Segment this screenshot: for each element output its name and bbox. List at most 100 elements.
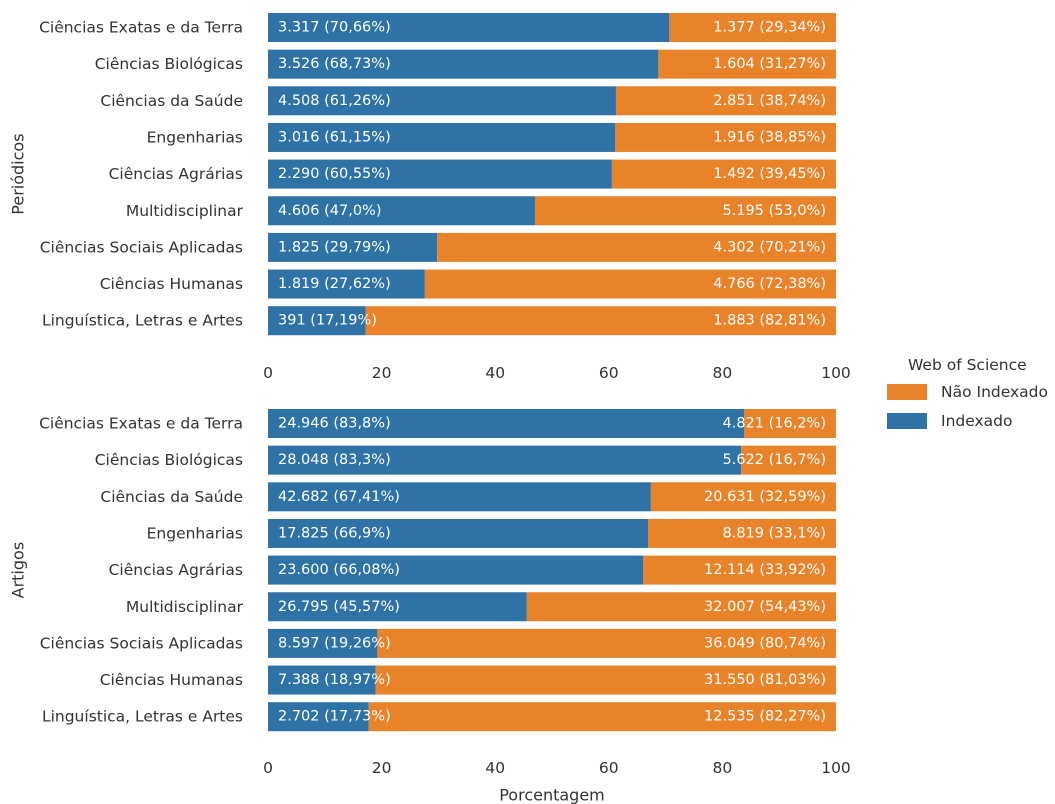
x-tick-label: 100	[821, 364, 851, 382]
data-label: 5.622 (16,7%)	[723, 452, 827, 468]
category-label: Ciências Biológicas	[95, 451, 243, 469]
y-axis-title: Artigos	[9, 542, 28, 599]
category-label: Ciências Agrárias	[109, 561, 243, 579]
bar-indexado	[268, 269, 425, 299]
x-tick-label: 80	[713, 759, 733, 777]
x-tick-label: 60	[599, 364, 619, 382]
bar-não-indexado	[424, 269, 836, 299]
category-label: Ciências Sociais Aplicadas	[40, 634, 243, 652]
bar-indexado	[268, 482, 651, 512]
bar-não-indexado	[377, 628, 836, 658]
data-label: 23.600 (66,08%)	[278, 562, 400, 578]
bar-indexado	[268, 232, 438, 262]
bar-indexado	[268, 665, 376, 695]
legend-swatch-não-indexado	[887, 384, 927, 400]
data-label: 31.550 (81,03%)	[704, 672, 826, 688]
legend: Web of Science Não Indexado Indexado	[887, 356, 1048, 430]
x-tick-label: 20	[372, 364, 392, 382]
data-label: 24.946 (83,8%)	[278, 416, 391, 432]
legend-label: Indexado	[941, 412, 1013, 430]
data-label: 36.049 (80,74%)	[704, 635, 826, 651]
data-label: 32.007 (54,43%)	[704, 599, 826, 615]
bar-não-indexado	[647, 518, 836, 548]
category-label: Ciências da Saúde	[100, 92, 243, 110]
x-tick-label: 0	[263, 364, 273, 382]
bar-indexado	[268, 196, 535, 226]
x-tick-label: 100	[821, 759, 851, 777]
data-label: 17.825 (66,9%)	[278, 525, 391, 541]
x-axis-title: Porcentagem	[499, 786, 605, 804]
data-label: 4.821 (16,2%)	[723, 416, 827, 432]
category-label: Ciências Exatas e da Terra	[39, 19, 243, 37]
data-label: 42.682 (67,41%)	[278, 489, 400, 505]
bar-não-indexado	[611, 159, 836, 189]
bar-não-indexado	[615, 86, 836, 116]
bar-não-indexado	[368, 702, 836, 732]
bar-não-indexado	[743, 409, 836, 438]
data-label: 8.597 (19,26%)	[278, 635, 391, 651]
category-label: Linguística, Letras e Artes	[42, 312, 243, 330]
bar-indexado	[268, 628, 378, 658]
data-label: 4.606 (47,0%)	[278, 203, 382, 219]
data-label: 391 (17,19%)	[278, 313, 377, 329]
bar-indexado	[268, 159, 612, 189]
bar-não-indexado	[669, 13, 836, 42]
category-label: Ciências Exatas e da Terra	[39, 415, 243, 433]
legend-label: Não Indexado	[941, 383, 1048, 401]
data-label: 1.819 (27,62%)	[278, 276, 391, 292]
bar-não-indexado	[615, 122, 836, 152]
data-label: 1.883 (82,81%)	[713, 313, 826, 329]
x-tick-label: 80	[713, 364, 733, 382]
category-label: Linguística, Letras e Artes	[42, 708, 243, 726]
category-label: Ciências Biológicas	[95, 55, 243, 73]
bar-indexado	[268, 445, 742, 475]
category-label: Multidisciplinar	[126, 202, 244, 220]
data-label: 12.535 (82,27%)	[704, 709, 826, 725]
data-label: 26.795 (45,57%)	[278, 599, 400, 615]
category-label: Ciências Humanas	[100, 275, 243, 293]
x-tick-label: 60	[599, 759, 619, 777]
data-label: 12.114 (33,92%)	[704, 562, 826, 578]
x-tick-label: 20	[372, 759, 392, 777]
bar-indexado	[268, 13, 670, 42]
data-label: 5.195 (53,0%)	[723, 203, 827, 219]
bar-indexado	[268, 555, 644, 585]
category-label: Ciências Sociais Aplicadas	[40, 238, 243, 256]
data-label: 4.302 (70,21%)	[713, 239, 826, 255]
x-tick-label: 40	[485, 759, 505, 777]
bar-não-indexado	[365, 306, 836, 336]
category-label: Engenharias	[147, 128, 243, 146]
bar-indexado	[268, 122, 616, 152]
bar-não-indexado	[375, 665, 836, 695]
data-label: 1.825 (29,79%)	[278, 239, 391, 255]
data-label: 4.508 (61,26%)	[278, 93, 391, 109]
data-label: 3.016 (61,15%)	[278, 129, 391, 145]
data-label: 7.388 (18,97%)	[278, 672, 391, 688]
data-label: 3.526 (68,73%)	[278, 56, 391, 72]
category-label: Ciências Agrárias	[109, 165, 243, 183]
bar-não-indexado	[437, 232, 836, 262]
data-label: 20.631 (32,59%)	[704, 489, 826, 505]
bar-indexado	[268, 49, 659, 79]
bar-indexado	[268, 592, 527, 622]
bar-não-indexado	[643, 555, 836, 585]
category-label: Engenharias	[147, 524, 243, 542]
category-label: Ciências Humanas	[100, 671, 243, 689]
data-label: 8.819 (33,1%)	[723, 525, 827, 541]
bar-indexado	[268, 86, 616, 116]
legend-title: Web of Science	[908, 356, 1027, 374]
data-label: 28.048 (83,3%)	[278, 452, 391, 468]
data-label: 1.604 (31,27%)	[713, 56, 826, 72]
data-label: 2.851 (38,74%)	[713, 93, 826, 109]
panel-artigos: Ciências Exatas e da Terra 24.946 (83,8%)…	[9, 409, 851, 777]
data-label: 1.492 (39,45%)	[713, 166, 826, 182]
bar-indexado	[268, 409, 744, 438]
data-label: 2.702 (17,73%)	[278, 709, 391, 725]
x-tick-label: 40	[485, 364, 505, 382]
bar-não-indexado	[534, 196, 836, 226]
bar-não-indexado	[650, 482, 836, 512]
legend-swatch-indexado	[887, 413, 927, 429]
category-label: Ciências da Saúde	[100, 488, 243, 506]
